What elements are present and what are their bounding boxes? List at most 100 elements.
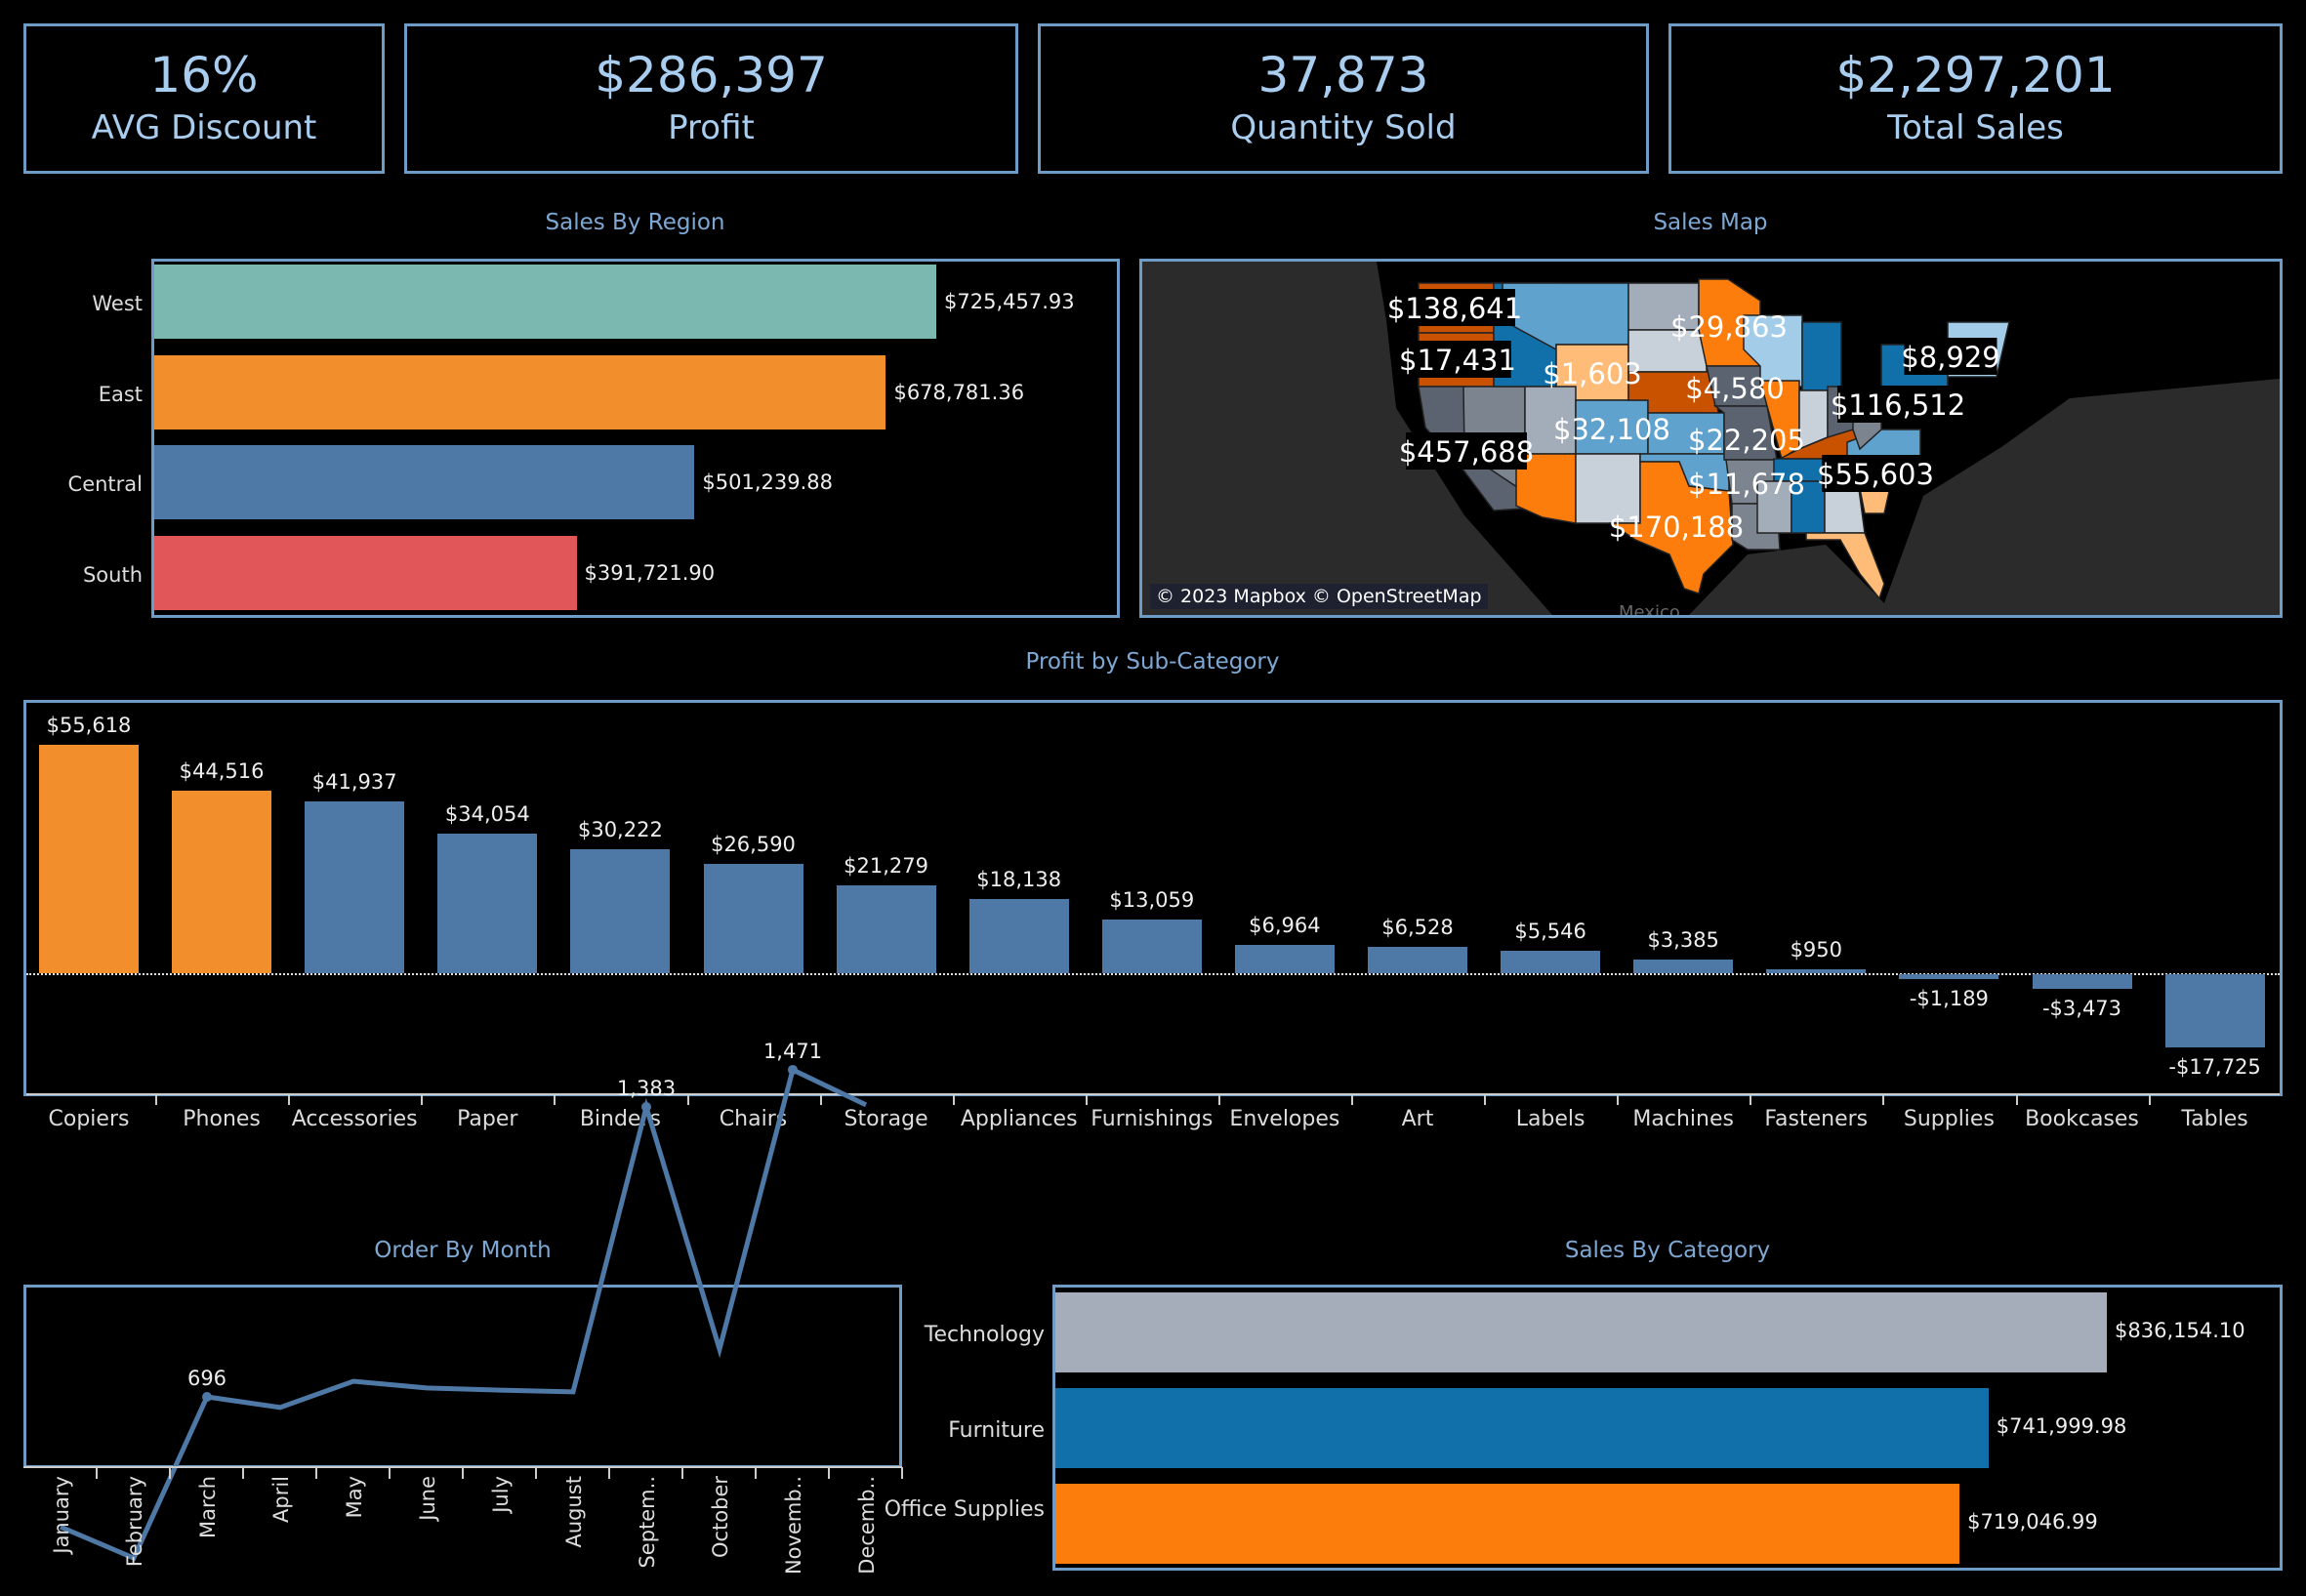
subcat-value-label: $950 bbox=[1790, 938, 1843, 962]
subcat-bar bbox=[1101, 920, 1202, 973]
subcat-axis-label: Paper bbox=[457, 1107, 518, 1131]
region-chart[interactable] bbox=[151, 259, 1120, 618]
region-bar bbox=[154, 445, 695, 519]
map-value-label: $138,641 bbox=[1387, 292, 1522, 325]
category-bar bbox=[1055, 1388, 1989, 1468]
month-axis-label: March bbox=[196, 1476, 220, 1538]
subcat-bar bbox=[703, 864, 803, 973]
axis-tick bbox=[952, 1093, 955, 1105]
map-label-bg bbox=[1837, 386, 1958, 423]
subcat-title: Profit by Sub-Category bbox=[1025, 649, 1280, 675]
subcat-value-label: $44,516 bbox=[179, 758, 265, 783]
month-axis-label: April bbox=[269, 1476, 293, 1523]
category-label: Office Supplies bbox=[884, 1497, 1045, 1522]
subcat-value-label: $18,138 bbox=[976, 867, 1062, 891]
category-bar bbox=[1055, 1292, 2107, 1372]
kpi-value: 37,873 bbox=[1257, 47, 1429, 103]
axis-tick bbox=[1351, 1093, 1353, 1105]
map-label-bg bbox=[1404, 341, 1511, 378]
month-axis-label: October bbox=[709, 1476, 732, 1558]
subcat-value-label: $55,618 bbox=[46, 714, 132, 737]
subcat-value-label: $6,528 bbox=[1381, 915, 1454, 939]
subcat-bar bbox=[1766, 969, 1867, 973]
state-mi bbox=[1801, 321, 1842, 391]
category-value-label: $836,154.10 bbox=[2115, 1319, 2245, 1342]
axis-tick bbox=[421, 1093, 424, 1105]
subcat-bar bbox=[1234, 944, 1335, 973]
subcat-axis-label: Storage bbox=[844, 1107, 928, 1131]
subcat-value-label: -$3,473 bbox=[2041, 996, 2122, 1020]
subcat-value-label: $3,385 bbox=[1647, 927, 1719, 952]
subcat-axis-label: Labels bbox=[1515, 1107, 1585, 1131]
region-label: East bbox=[98, 382, 143, 406]
axis-tick bbox=[1750, 1093, 1752, 1105]
map-label-bg bbox=[1394, 289, 1515, 326]
subcat-bar bbox=[39, 745, 139, 973]
region-title: Sales By Region bbox=[545, 210, 725, 235]
subcat-axis-label: Bookcases bbox=[2025, 1107, 2139, 1131]
map-value-label: $29,863 bbox=[1670, 310, 1788, 344]
region-label: Central bbox=[67, 472, 143, 496]
category-label: Furniture bbox=[948, 1418, 1045, 1443]
map-canvas[interactable]: $138,641 $17,431 $1,603 $29,863 $4,580 $8,929… bbox=[1142, 262, 2280, 615]
month-axis-label: Novemb.. bbox=[782, 1476, 805, 1575]
map-value-label: $22,205 bbox=[1688, 424, 1805, 457]
map-value-label: $116,512 bbox=[1831, 389, 1965, 422]
subcat-bar bbox=[305, 800, 405, 973]
category-title: Sales By Category bbox=[1564, 1238, 1771, 1263]
month-line bbox=[60, 1066, 868, 1562]
region-value-label: $678,781.36 bbox=[893, 380, 1025, 404]
subcat-value-label: $13,059 bbox=[1109, 888, 1195, 913]
month-point bbox=[641, 1102, 651, 1113]
axis-tick bbox=[1617, 1093, 1620, 1105]
map-label-bg bbox=[1406, 432, 1527, 470]
subcat-value-label: $26,590 bbox=[711, 833, 796, 857]
subcat-axis-label: Furnishings bbox=[1091, 1107, 1214, 1131]
region-value-label: $725,457.93 bbox=[944, 290, 1075, 313]
subcat-axis-label: Envelopes bbox=[1229, 1107, 1340, 1131]
zero-line bbox=[26, 973, 2280, 975]
region-value-label: $501,239.88 bbox=[702, 471, 834, 494]
state-tx bbox=[1608, 461, 1734, 594]
category-bar bbox=[1055, 1484, 1960, 1564]
subcat-value-label: $5,546 bbox=[1514, 919, 1586, 943]
subcat-value-label: $30,222 bbox=[577, 817, 663, 841]
month-axis-label: February bbox=[123, 1476, 146, 1567]
subcat-bar bbox=[1501, 950, 1601, 973]
category-value-label: $741,999.98 bbox=[1996, 1414, 2127, 1438]
month-line-chart: January February March 696 April May June July A… bbox=[23, 1040, 903, 1575]
month-title: Order By Month bbox=[374, 1238, 552, 1263]
map-value-label: $55,603 bbox=[1817, 458, 1934, 491]
x-axis bbox=[26, 1093, 2280, 1095]
subcat-value-label: $21,279 bbox=[844, 854, 929, 879]
axis-tick bbox=[2148, 1093, 2151, 1105]
month-axis-label: July bbox=[489, 1476, 513, 1515]
month-axis-label: May bbox=[343, 1476, 366, 1518]
sales-map[interactable]: $138,641 $17,431 $1,603 $29,863 $4,580 $8,929… bbox=[1139, 259, 2283, 618]
subcat-axis-label: Machines bbox=[1632, 1107, 1734, 1131]
map-value-label: $11,678 bbox=[1688, 468, 1805, 501]
subcat-bar bbox=[968, 898, 1069, 973]
subcat-value-label: -$17,725 bbox=[2168, 1054, 2261, 1079]
axis-tick bbox=[155, 1093, 158, 1105]
axis-tick bbox=[1217, 1093, 1220, 1105]
subcat-value-label: $34,054 bbox=[444, 801, 530, 826]
category-label: Technology bbox=[924, 1323, 1045, 1347]
axis-tick bbox=[1484, 1093, 1487, 1105]
subcat-bar bbox=[570, 848, 671, 973]
map-value-label: $1,603 bbox=[1543, 357, 1641, 390]
subcat-value-label: -$1,189 bbox=[1909, 987, 1989, 1010]
subcat-bar bbox=[2032, 974, 2132, 989]
kpi-total-sales: $2,297,201 Total Sales bbox=[1668, 23, 2283, 174]
subcat-bar bbox=[1368, 946, 1467, 973]
month-axis-label: June bbox=[416, 1476, 439, 1523]
map-title: Sales Map bbox=[1653, 210, 1768, 235]
subcat-axis-label: Supplies bbox=[1903, 1107, 1995, 1131]
month-axis-label: Septem.. bbox=[636, 1476, 659, 1569]
month-point bbox=[202, 1392, 212, 1402]
state-wi bbox=[1743, 314, 1803, 388]
map-value-label: $32,108 bbox=[1553, 413, 1670, 446]
category-chart[interactable] bbox=[1052, 1285, 2283, 1571]
map-label-bg bbox=[1904, 338, 1997, 375]
subcat-axis-label: Fasteners bbox=[1764, 1107, 1869, 1131]
